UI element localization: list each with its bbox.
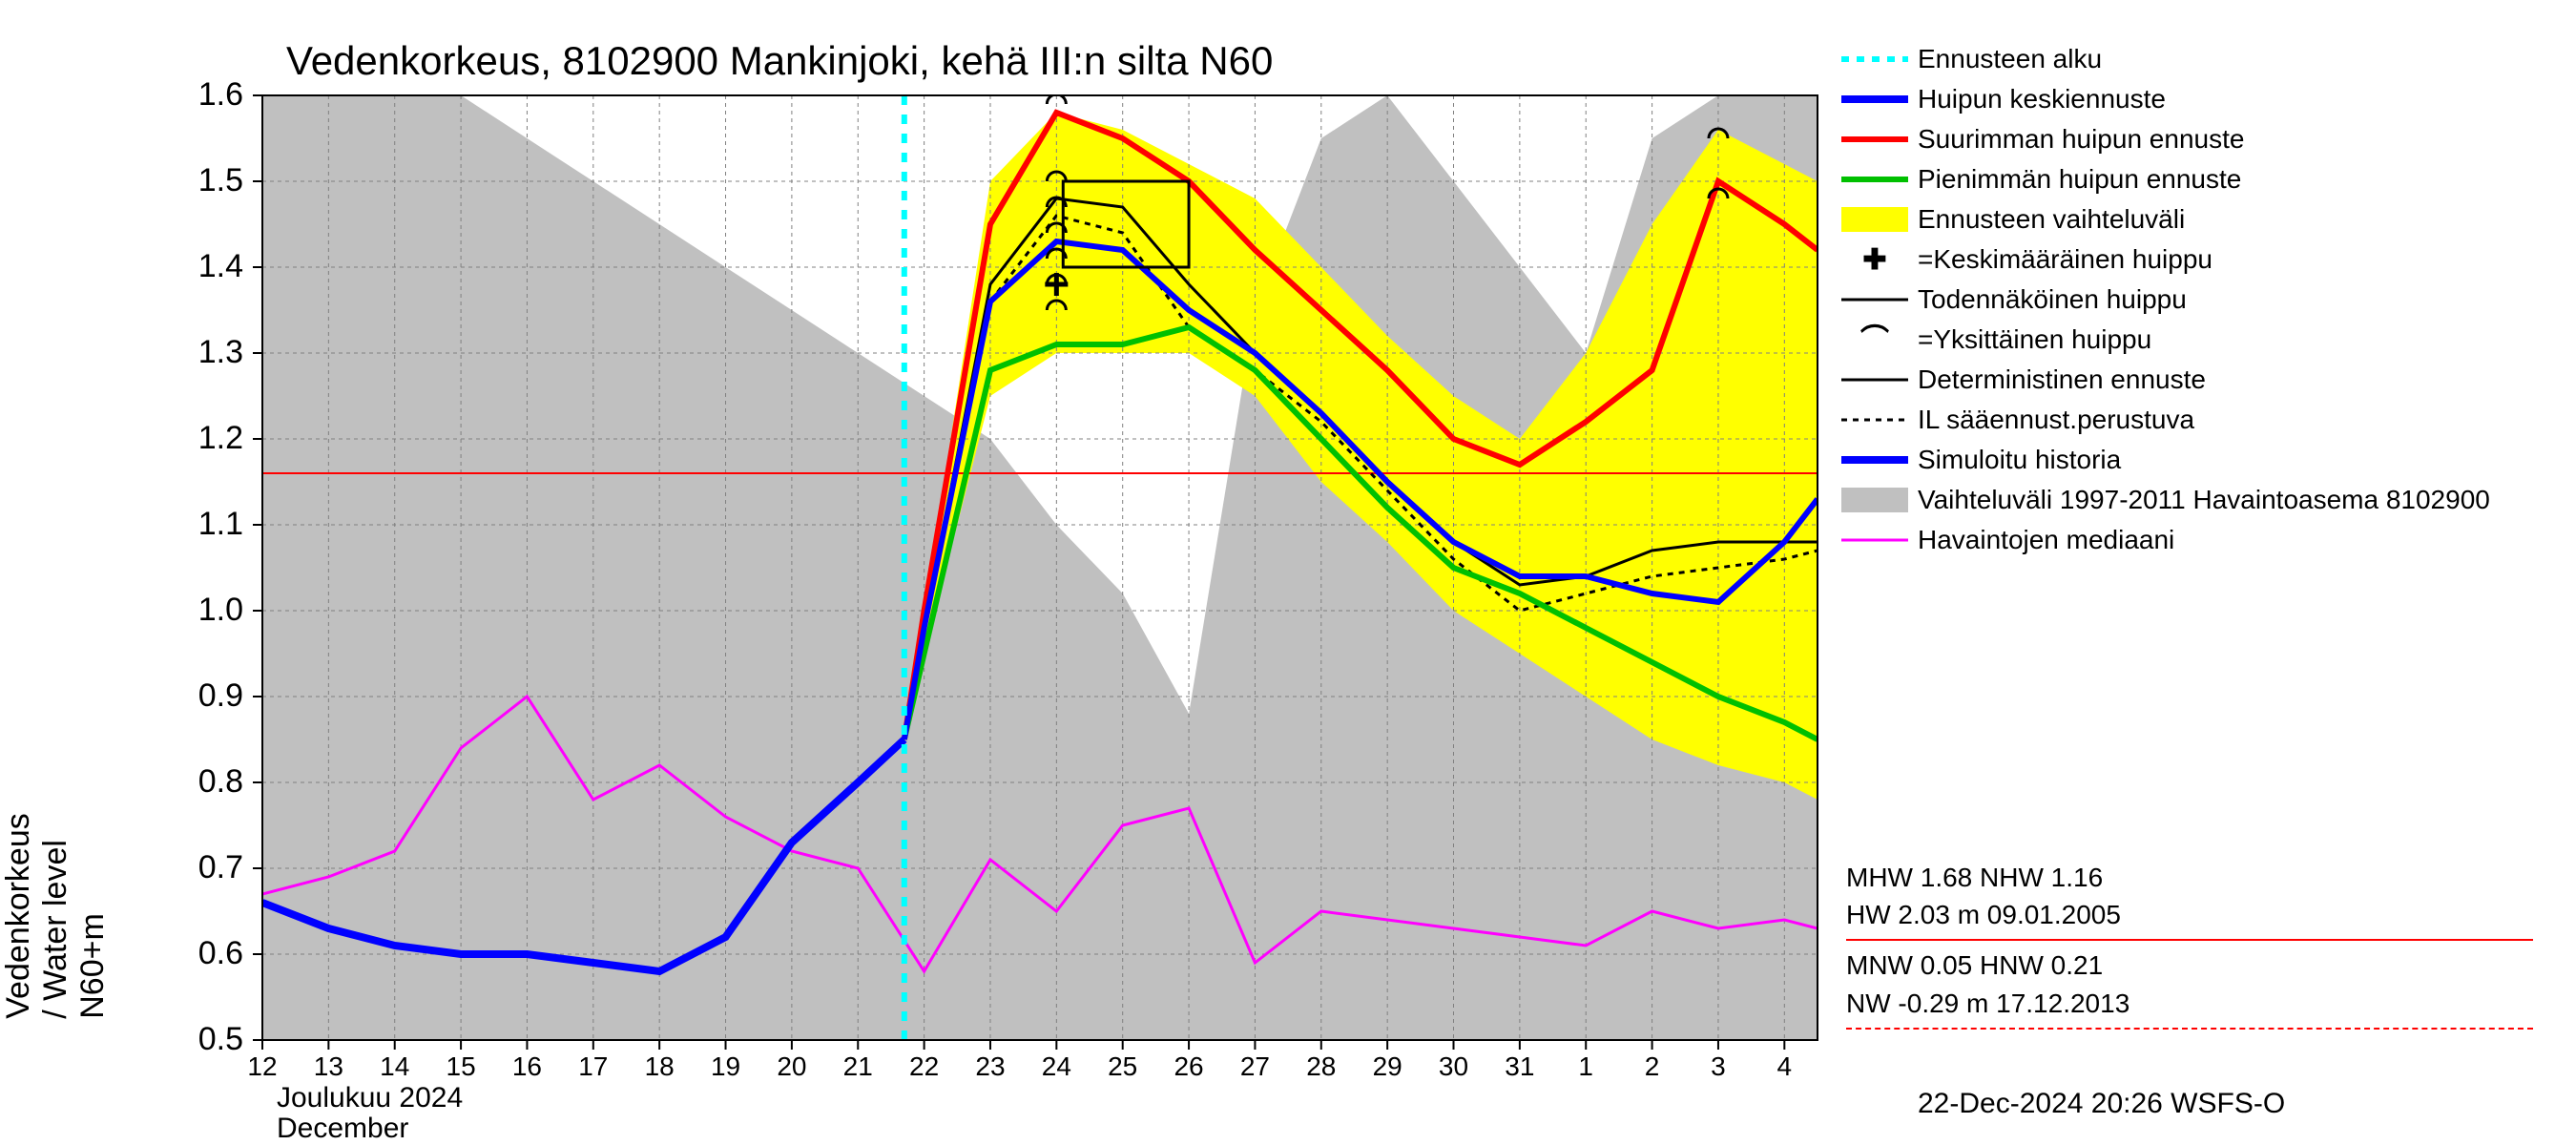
legend-row: Huipun keskiennuste <box>1841 82 2547 116</box>
xtick-label: 12 <box>247 1051 277 1082</box>
xtick-label: 4 <box>1777 1051 1793 1082</box>
stats-block: MHW 1.68 NHW 1.16 HW 2.03 m 09.01.2005 M… <box>1846 859 2533 1035</box>
xtick-label: 1 <box>1578 1051 1593 1082</box>
legend-row: Havaintojen mediaani <box>1841 523 2547 557</box>
chart-container: Vedenkorkeus, 8102900 Mankinjoki, kehä I… <box>0 0 2576 1145</box>
legend-label: Vaihteluväli 1997-2011 Havaintoasema 810… <box>1918 486 2547 515</box>
ytick-label: 1.6 <box>167 76 243 114</box>
legend: Ennusteen alku Huipun keskiennuste Suurimm… <box>1841 42 2547 563</box>
xtick-label: 24 <box>1042 1051 1071 1082</box>
legend-label: =Yksittäinen huippu <box>1918 325 2547 355</box>
xtick-label: 17 <box>578 1051 608 1082</box>
legend-swatch <box>1841 86 1908 113</box>
ytick-label: 0.8 <box>167 763 243 801</box>
mhw-line-legend <box>1846 939 2533 941</box>
legend-row: Pienimmän huipun ennuste <box>1841 162 2547 197</box>
legend-label: Huipun keskiennuste <box>1918 85 2547 114</box>
ytick-label: 0.5 <box>167 1021 243 1058</box>
legend-label: Ennusteen vaihteluväli <box>1918 205 2547 235</box>
ytick-label: 0.6 <box>167 935 243 972</box>
legend-label: =Keskimääräinen huippu <box>1918 245 2547 275</box>
legend-row: Todennäköinen huippu <box>1841 282 2547 317</box>
xtick-label: 26 <box>1174 1051 1203 1082</box>
legend-label: Havaintojen mediaani <box>1918 526 2547 555</box>
xtick-label: 31 <box>1505 1051 1534 1082</box>
chart-title: Vedenkorkeus, 8102900 Mankinjoki, kehä I… <box>286 38 1273 84</box>
legend-swatch <box>1841 488 1908 512</box>
legend-row: Vaihteluväli 1997-2011 Havaintoasema 810… <box>1841 483 2547 517</box>
y-axis-label: Vedenkorkeus / Water level N60+m <box>0 887 859 945</box>
stats-line4: NW -0.29 m 17.12.2013 <box>1846 985 2533 1022</box>
x-axis-label-bottom: December <box>277 1113 408 1145</box>
legend-label: Ennusteen alku <box>1918 45 2547 74</box>
stats-line2: HW 2.03 m 09.01.2005 <box>1846 896 2533 933</box>
ytick-label: 1.4 <box>167 248 243 285</box>
xtick-label: 27 <box>1240 1051 1270 1082</box>
legend-swatch: ✚ <box>1841 246 1908 273</box>
ytick-label: 0.7 <box>167 849 243 886</box>
legend-swatch <box>1841 527 1908 553</box>
legend-label: Deterministinen ennuste <box>1918 365 2547 395</box>
legend-row: Deterministinen ennuste <box>1841 363 2547 397</box>
xtick-label: 3 <box>1711 1051 1726 1082</box>
legend-swatch <box>1841 166 1908 193</box>
ytick-label: 1.1 <box>167 506 243 543</box>
xtick-label: 21 <box>843 1051 873 1082</box>
legend-swatch <box>1841 126 1908 153</box>
legend-swatch <box>1841 286 1908 313</box>
legend-label: IL sääennust.perustuva <box>1918 406 2547 435</box>
legend-row: ✚ =Keskimääräinen huippu <box>1841 242 2547 277</box>
legend-row: IL sääennust.perustuva <box>1841 403 2547 437</box>
x-axis-label-top: Joulukuu 2024 <box>277 1082 463 1114</box>
legend-swatch: ⌒ <box>1841 326 1908 353</box>
legend-label: Simuloitu historia <box>1918 446 2547 475</box>
legend-row: Suurimman huipun ennuste <box>1841 122 2547 156</box>
stats-line3: MNW 0.05 HNW 0.21 <box>1846 947 2533 984</box>
xtick-label: 16 <box>512 1051 542 1082</box>
stats-line1: MHW 1.68 NHW 1.16 <box>1846 859 2533 896</box>
ytick-label: 1.3 <box>167 334 243 371</box>
xtick-label: 30 <box>1439 1051 1468 1082</box>
xtick-label: 22 <box>909 1051 939 1082</box>
legend-row: ⌒ =Yksittäinen huippu <box>1841 323 2547 357</box>
mnw-line-legend <box>1846 1028 2533 1030</box>
legend-label: Todennäköinen huippu <box>1918 285 2547 315</box>
timestamp: 22-Dec-2024 20:26 WSFS-O <box>1918 1088 2285 1120</box>
xtick-label: 29 <box>1373 1051 1402 1082</box>
ytick-label: 1.2 <box>167 420 243 457</box>
legend-label: Suurimman huipun ennuste <box>1918 125 2547 155</box>
xtick-label: 2 <box>1645 1051 1660 1082</box>
legend-row: Ennusteen vaihteluväli <box>1841 202 2547 237</box>
legend-label: Pienimmän huipun ennuste <box>1918 165 2547 195</box>
legend-swatch <box>1841 46 1908 73</box>
ytick-label: 1.0 <box>167 592 243 629</box>
legend-row: Simuloitu historia <box>1841 443 2547 477</box>
xtick-label: 18 <box>645 1051 675 1082</box>
ytick-label: 0.9 <box>167 677 243 715</box>
xtick-label: 25 <box>1108 1051 1137 1082</box>
xtick-label: 28 <box>1306 1051 1336 1082</box>
legend-swatch <box>1841 406 1908 433</box>
xtick-label: 14 <box>380 1051 409 1082</box>
xtick-label: 15 <box>447 1051 476 1082</box>
legend-swatch <box>1841 366 1908 393</box>
legend-swatch <box>1841 447 1908 473</box>
ytick-label: 1.5 <box>167 162 243 199</box>
legend-row: Ennusteen alku <box>1841 42 2547 76</box>
xtick-label: 23 <box>975 1051 1005 1082</box>
legend-swatch <box>1841 207 1908 232</box>
xtick-label: 13 <box>314 1051 343 1082</box>
xtick-label: 20 <box>777 1051 806 1082</box>
xtick-label: 19 <box>711 1051 740 1082</box>
